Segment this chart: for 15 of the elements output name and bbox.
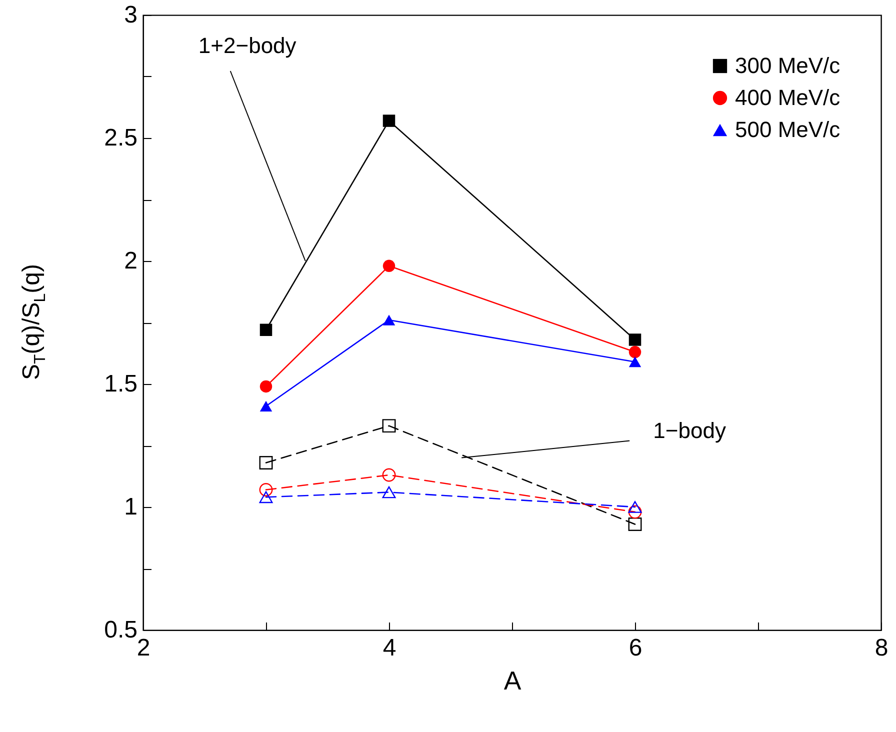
x-tick-label: 8 xyxy=(874,634,888,662)
x-axis-title: A xyxy=(504,666,522,696)
annotation: 1+2−body xyxy=(198,33,296,58)
y-tick-label: 2.5 xyxy=(104,124,138,152)
y-tick-label: 3 xyxy=(124,2,138,28)
legend-label: 500 MeV/c xyxy=(735,117,840,142)
y-tick-label: 2 xyxy=(124,248,138,274)
legend-label: 300 MeV/c xyxy=(735,53,840,78)
legend-label: 400 MeV/c xyxy=(735,85,840,110)
y-tick-label: 0.5 xyxy=(104,616,138,644)
y-tick-label: 1 xyxy=(124,494,138,520)
x-tick-label: 6 xyxy=(628,634,642,662)
annotation: 1−body xyxy=(653,418,726,443)
y-tick-label: 1.5 xyxy=(104,370,138,398)
x-tick-label: 4 xyxy=(382,634,396,662)
